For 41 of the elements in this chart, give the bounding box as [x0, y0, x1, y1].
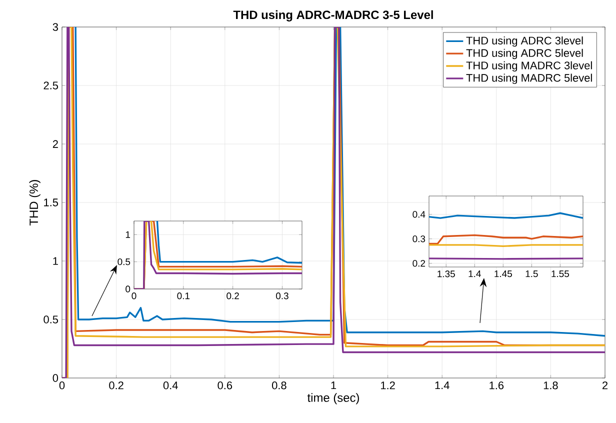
y-tick-label: 0.5: [118, 258, 130, 266]
x-tick-label: 0.4: [163, 382, 178, 390]
legend-label: THD using ADRC 5level: [466, 48, 583, 60]
line-series: [429, 234, 584, 245]
y-tick-label: 0.5: [44, 316, 58, 324]
y-tick-label: 0.3: [412, 235, 426, 242]
legend-label: THD using ADRC 3level: [466, 36, 583, 47]
x-tick-label: 0.8: [272, 382, 286, 390]
x-tick-label: 2: [602, 382, 608, 390]
y-tick-label: 0: [126, 286, 130, 292]
x-tick-label: 1.4: [468, 270, 481, 278]
legend-label: THD using MADRC 3level: [466, 61, 592, 72]
y-axis-title: THD (%): [29, 180, 40, 226]
x-tick-label: 0: [132, 292, 136, 300]
x-tick-label: 1.55: [552, 270, 570, 278]
x-tick-label: 0: [59, 382, 65, 390]
x-tick-label: 0.6: [218, 382, 232, 390]
x-tick-label: 1.8: [544, 382, 558, 390]
y-tick-label: 0: [52, 374, 58, 382]
y-tick-label: 1: [126, 231, 130, 238]
y-tick-label: 2: [52, 140, 58, 148]
chart-title: THD using ADRC-MADRC 3-5 Level: [233, 10, 433, 22]
x-tick-label: 1.2: [381, 382, 395, 390]
x-tick-label: 1.35: [438, 270, 455, 278]
x-tick-label: 1: [331, 382, 336, 390]
x-tick-label: 0.1: [177, 292, 190, 300]
y-tick-label: 1: [53, 257, 58, 265]
x-tick-label: 1.45: [494, 270, 512, 278]
x-tick-label: 0.3: [276, 292, 288, 300]
x-tick-label: 1.4: [435, 382, 450, 390]
y-tick-label: 0.4: [412, 211, 426, 218]
x-tick-label: 0.2: [109, 382, 124, 390]
y-tick-label: 2.5: [44, 82, 58, 90]
x-tick-label: 1.5: [526, 270, 538, 278]
x-tick-label: 0.2: [226, 292, 239, 300]
y-tick-label: 0.2: [412, 260, 426, 267]
y-tick-label: 1.5: [44, 198, 58, 206]
y-tick-label: 3: [52, 23, 58, 31]
legend-label: THD using MADRC 5level: [466, 74, 592, 84]
x-axis-title: time (sec): [307, 393, 359, 404]
x-tick-label: 1.6: [490, 382, 504, 390]
